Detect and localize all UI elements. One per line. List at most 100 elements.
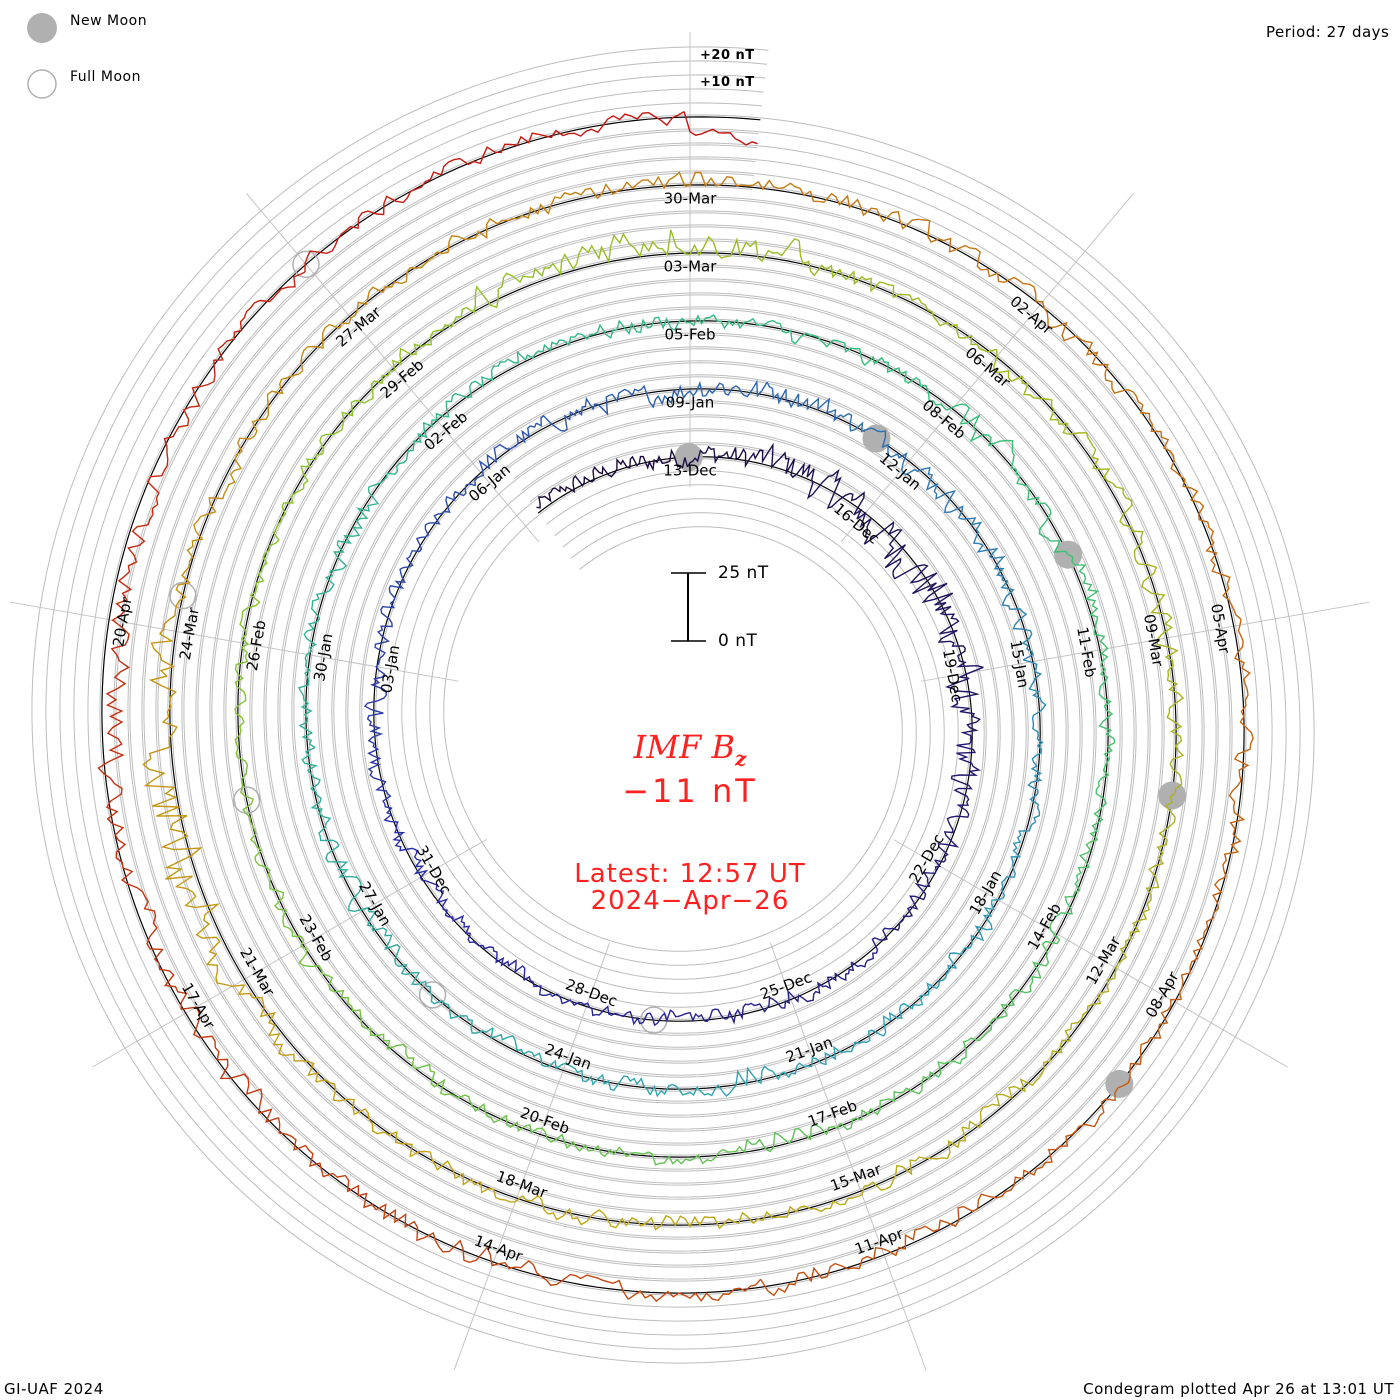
date-label: 09-Jan xyxy=(666,394,714,412)
bz-trace-segment xyxy=(683,111,758,146)
bz-trace-segment xyxy=(958,517,1009,582)
bz-trace-segment xyxy=(239,545,271,649)
bz-trace-segment xyxy=(237,984,319,1083)
bz-trace-segment xyxy=(522,1194,637,1229)
bz-trace-segment xyxy=(684,171,811,197)
bz-trace-segment xyxy=(490,1027,570,1070)
bz-trace-segment xyxy=(467,932,526,981)
bz-trace-segment xyxy=(421,879,471,935)
bz-trace-segment xyxy=(1068,431,1133,528)
bz-trace-segment xyxy=(588,1005,659,1027)
bz-trace-segment xyxy=(686,379,768,398)
bz-trace-segment xyxy=(431,361,505,421)
chart-title: IMF Bz xyxy=(540,728,840,770)
bz-trace-segment xyxy=(726,989,794,1025)
bz-trace-segment xyxy=(900,462,964,519)
gridline-spiral xyxy=(171,186,1175,1224)
bz-trace-segment xyxy=(374,597,396,671)
date-label: 24-Mar xyxy=(176,605,203,661)
bz-trace-segment xyxy=(97,760,143,893)
radial-gridline xyxy=(246,193,540,543)
bz-trace-segment xyxy=(200,414,270,518)
radial-gridline xyxy=(840,193,1134,543)
bz-trace-segment xyxy=(760,1247,889,1297)
bz-trace-segment xyxy=(950,735,982,803)
bz-trace-segment xyxy=(1178,876,1227,1000)
bz-trace-segment xyxy=(213,271,306,376)
bz-trace-segment xyxy=(657,1008,728,1024)
bz-trace-segment xyxy=(609,384,688,409)
bz-trace-segment xyxy=(593,316,687,339)
radial-gridline xyxy=(893,839,1288,1068)
bz-trace-segment xyxy=(649,1083,737,1098)
bz-series xyxy=(97,110,1254,1303)
bz-trace-segment xyxy=(798,240,900,299)
radial-gridline xyxy=(769,942,927,1371)
bz-trace-segment xyxy=(576,229,686,265)
bz-trace-segment xyxy=(1127,388,1199,501)
bz-trace-segment xyxy=(944,666,984,737)
date-label: 28-Dec xyxy=(563,975,619,1010)
bz-trace-segment xyxy=(1016,473,1069,556)
bz-trace-segment xyxy=(375,1203,499,1267)
bz-trace-segment xyxy=(369,1028,451,1096)
bz-trace-segment xyxy=(415,132,546,190)
date-label: 25-Dec xyxy=(758,968,814,1003)
bz-trace-segment xyxy=(864,355,947,411)
bz-trace-segment xyxy=(902,859,942,920)
spiral-gridlines xyxy=(31,46,1315,1364)
bz-trace-segment xyxy=(234,646,249,754)
bz-trace-segment xyxy=(254,856,307,950)
date-label: 26-Feb xyxy=(243,619,270,672)
bz-trace-segment xyxy=(389,304,476,373)
bz-trace-segment xyxy=(899,293,997,353)
gridline-spiral xyxy=(157,172,1189,1238)
bz-trace-segment xyxy=(269,453,323,547)
radial-gridlines xyxy=(10,32,1370,1371)
bz-trace-segment xyxy=(1089,741,1116,841)
bz-trace-segment xyxy=(779,323,866,366)
bz-trace-segment xyxy=(1233,619,1254,750)
bz-trace-segment xyxy=(735,1057,817,1087)
title-subscript: z xyxy=(734,746,747,771)
bz-trace-segment xyxy=(815,1015,891,1066)
bz-trace-segment xyxy=(298,948,372,1030)
full-moon-marker xyxy=(292,250,320,279)
bz-trace-segment xyxy=(504,332,595,364)
bz-trace-segment xyxy=(111,497,159,629)
bz-trace-segment xyxy=(928,1014,1008,1079)
grid-label-plus10: +10 nT xyxy=(700,75,755,90)
bz-trace-segment xyxy=(856,511,907,569)
bz-trace-segment xyxy=(946,403,1018,475)
bz-trace-segment xyxy=(743,1122,842,1153)
bz-trace-segment xyxy=(142,758,203,880)
bz-trace-segment xyxy=(330,487,380,572)
gridline-spiral xyxy=(59,74,1287,1336)
bz-trace-segment xyxy=(544,110,685,139)
bz-trace-segment xyxy=(383,813,429,881)
bz-trace-segment xyxy=(544,1131,644,1158)
bz-trace-segment xyxy=(1050,963,1119,1057)
footer-credit: GI-UAF 2024 xyxy=(4,1380,104,1398)
bz-trace-segment xyxy=(685,235,800,263)
gridline-spiral xyxy=(129,144,1217,1266)
radial-gridline xyxy=(10,601,459,682)
bz-trace-segment xyxy=(839,1076,930,1131)
bz-trace-segment xyxy=(863,1126,967,1191)
bz-trace-segment xyxy=(888,964,957,1021)
bz-trace-segment xyxy=(840,412,908,464)
legend-full-moon-icon xyxy=(27,69,57,99)
bz-trace-segment xyxy=(809,190,931,237)
bz-trace-segment xyxy=(523,975,590,1008)
bz-trace-segment xyxy=(535,394,610,432)
bz-trace-segment xyxy=(934,801,970,863)
bz-trace-segment xyxy=(498,1260,629,1300)
bz-trace-segment xyxy=(1117,856,1165,965)
bz-trace-segment xyxy=(1130,526,1173,635)
zero-line xyxy=(101,116,1245,1294)
bz-trace-segment xyxy=(937,605,984,668)
bz-trace-segment xyxy=(1100,998,1182,1104)
bz-trace-segment xyxy=(749,442,815,479)
bz-trace-segment xyxy=(450,1093,546,1134)
